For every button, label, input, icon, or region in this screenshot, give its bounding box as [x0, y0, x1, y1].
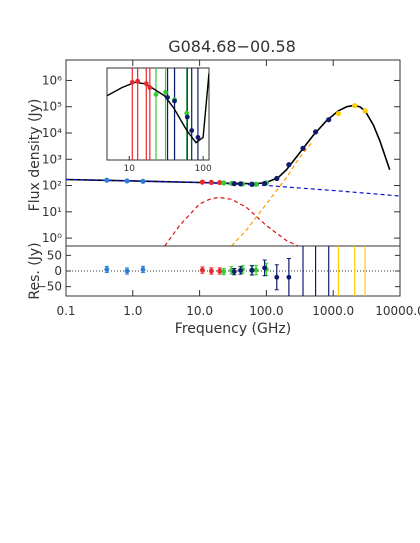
- data-point: [335, 110, 342, 117]
- sed-panel: G084.68−00.58 Flux density (Jy) 10⁰10¹10…: [27, 37, 401, 247]
- data-point: [221, 180, 227, 186]
- inset-data-point: [153, 92, 159, 97]
- inset-data-point: [165, 95, 170, 100]
- inset-data-point: [143, 81, 149, 87]
- data-point: [253, 181, 259, 187]
- data-point: [326, 117, 332, 123]
- inset-data-point: [189, 128, 195, 133]
- residual-point: [208, 268, 214, 274]
- data-point: [124, 178, 130, 184]
- residual-point: [231, 269, 237, 275]
- inset-x-tick-label: 10: [124, 164, 136, 174]
- inset-content: 10 100: [107, 68, 212, 174]
- data-point: [262, 180, 268, 187]
- data-point: [352, 103, 358, 109]
- data-point: [140, 178, 146, 184]
- inset-data-point: [184, 114, 190, 120]
- residual-point: [249, 267, 255, 273]
- residual-point: [217, 268, 223, 274]
- x-tick-label: 10.0: [186, 304, 213, 318]
- y-axis-label: Flux density (Jy): [27, 99, 43, 212]
- data-point: [362, 108, 368, 114]
- x-tick-label: 100.0: [249, 304, 283, 318]
- model-curve-total: [66, 104, 391, 185]
- data-point: [199, 179, 205, 185]
- residual-panel: Res. (Jy) 50 0 −50 0.1 1.0 10.0 100.0 1000.0 100…: [27, 242, 420, 337]
- residual-point: [221, 269, 227, 275]
- residual-point: [199, 267, 205, 273]
- inset-x-tick-label: 100: [195, 164, 212, 174]
- residual-y-axis-label: Res. (Jy): [27, 242, 43, 299]
- x-tick-label: 10000.0: [375, 304, 420, 318]
- data-point: [312, 129, 319, 135]
- x-tick-label: 1.0: [123, 304, 142, 318]
- x-tick-label: 1000.0: [312, 304, 354, 318]
- residual-point: [104, 267, 110, 272]
- residual-points: [104, 246, 366, 296]
- inset-data-point: [147, 85, 153, 90]
- inset-panel: 10 100: [106, 67, 212, 174]
- data-point: [208, 179, 214, 185]
- chart-title: G084.68−00.58: [168, 37, 296, 56]
- residual-y-tick-label: 50: [47, 248, 62, 262]
- y-tick-label: 10⁰: [42, 231, 62, 245]
- data-point: [104, 177, 110, 183]
- residual-ticks: 50 0 −50 0.1 1.0 10.0 100.0 1000.0 10000.0: [37, 248, 420, 318]
- model-curves: [66, 104, 400, 246]
- x-axis-label: Frequency (GHz): [175, 321, 291, 337]
- inset-frame: [106, 67, 210, 161]
- data-point: [249, 181, 255, 187]
- inset-data-point: [195, 135, 201, 140]
- residual-point: [262, 265, 268, 271]
- residual-y-tick-label: 0: [54, 264, 62, 278]
- y-tick-label: 10³: [42, 152, 62, 166]
- model-curve-ame: [164, 196, 299, 246]
- x-tick-label: 0.1: [56, 304, 75, 318]
- data-point: [286, 162, 292, 168]
- residual-point: [286, 274, 292, 280]
- y-tick-label: 10¹: [42, 205, 62, 219]
- inset-data-point: [184, 110, 190, 116]
- residual-point: [124, 268, 130, 274]
- data-point: [217, 179, 223, 186]
- y-tick-label: 10⁴: [42, 126, 62, 140]
- residual-y-tick-label: −50: [37, 280, 62, 294]
- inset-data-point: [135, 78, 141, 84]
- y-tick-label: 10⁶: [42, 73, 62, 87]
- inset-data-point: [129, 79, 135, 85]
- data-point: [274, 175, 280, 182]
- data-points: [104, 103, 368, 187]
- y-tick-label: 10⁵: [42, 100, 62, 114]
- residual-point: [140, 267, 146, 272]
- inset-data-point: [172, 98, 177, 104]
- data-point: [231, 181, 237, 187]
- y-axis-ticks: 10⁰ 10¹ 10² 10³ 10⁴ 10⁵ 10⁶: [42, 60, 400, 245]
- data-point: [300, 145, 306, 151]
- residual-point: [274, 274, 280, 280]
- residual-point: [238, 267, 243, 273]
- residual-point: [253, 267, 259, 273]
- inset-data-point: [163, 89, 168, 95]
- data-point: [237, 181, 244, 187]
- y-tick-label: 10²: [42, 179, 62, 193]
- model-curve-dust: [231, 140, 314, 246]
